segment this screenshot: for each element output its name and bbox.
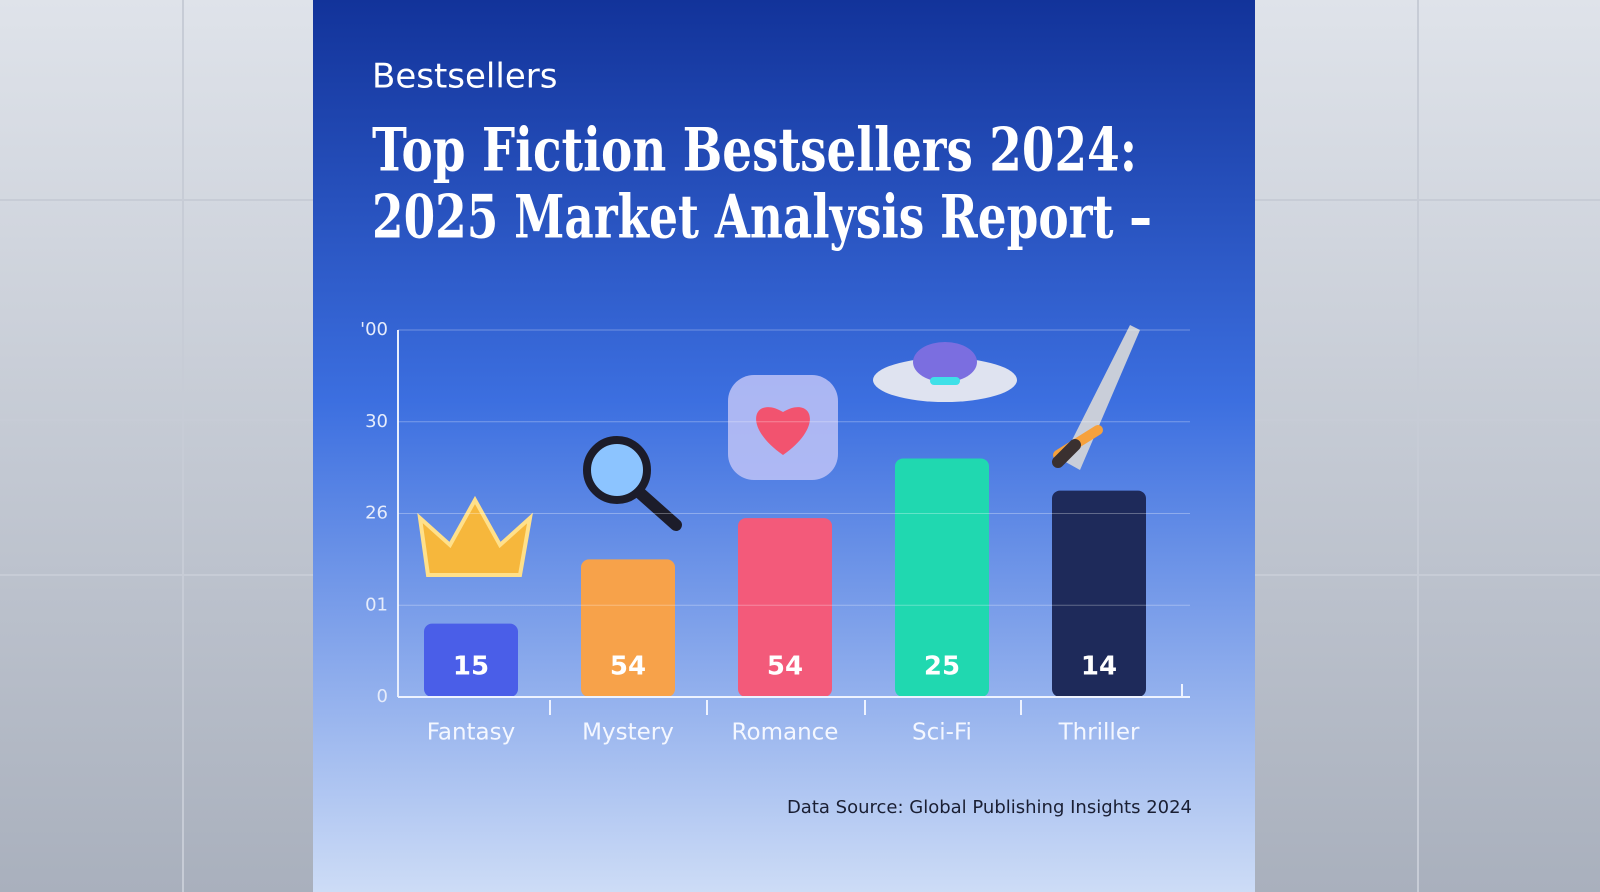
bar-annotation: 15: [453, 652, 489, 682]
x-tick-label: Thriller: [1058, 720, 1140, 746]
chart-title: Top Fiction Bestsellers 2024:: [372, 116, 1137, 186]
bar: [424, 623, 518, 697]
y-tick-label: 0: [377, 686, 388, 707]
y-tick-label: '00: [360, 319, 388, 340]
bar-annotation: 54: [610, 652, 646, 682]
bar-annotation: 25: [924, 652, 960, 682]
source: Data Source: Global Publishing Insights …: [787, 797, 1192, 818]
axis-ticks: [549, 684, 1183, 715]
bar-annotation: 14: [1081, 652, 1117, 682]
y-tick-label: 01: [365, 594, 388, 615]
bar: [738, 518, 832, 697]
x-tick-label: Romance: [732, 720, 839, 746]
icons: [417, 325, 1140, 577]
bar: [895, 458, 989, 697]
bar: [1052, 490, 1146, 697]
bar-annotation: 54: [767, 652, 803, 682]
y-tick-label: 26: [365, 503, 388, 524]
y-tick-label: 30: [365, 411, 388, 432]
x-tick-label: Fantasy: [427, 720, 516, 746]
chart-subtitle: 2025 Market Analysis Report –: [372, 183, 1152, 253]
x-tick-label: Sci-Fi: [912, 720, 972, 746]
header: Bestsellers: [372, 57, 557, 97]
x-tick-label: Mystery: [582, 720, 674, 746]
bar: [581, 559, 675, 697]
